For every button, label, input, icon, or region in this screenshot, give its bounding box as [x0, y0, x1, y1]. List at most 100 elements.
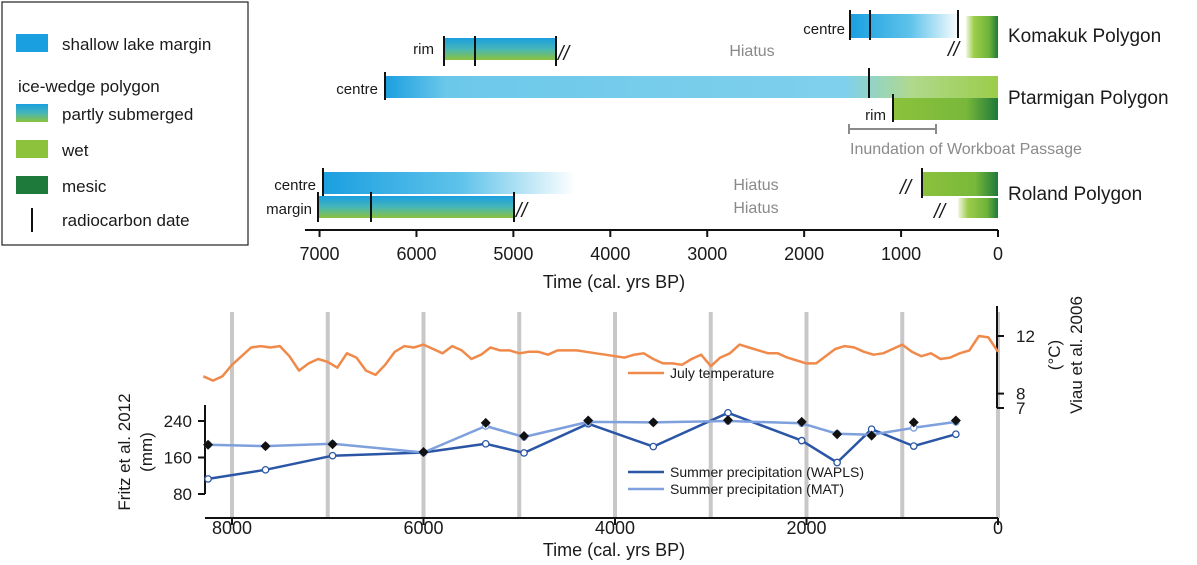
bar-roland-margin: [318, 196, 514, 218]
bottom-x-ticks: 8000 6000 4000 2000 0: [212, 518, 1003, 538]
bar-roland-centre-lake: [323, 172, 575, 194]
vertical-grid: [230, 312, 1000, 518]
site-label-ptarmigan: Ptarmigan Polygon: [1008, 88, 1169, 109]
bottom-x-tick-label: 8000: [212, 518, 252, 538]
timeline-x-tick-label: 2000: [784, 244, 824, 264]
point-wapls: [481, 439, 490, 448]
bar-roland-margin-wet: [958, 198, 998, 218]
left-y-axis-label-1: Fritz et al. 2012: [115, 393, 134, 510]
legend-wapls: Summer precipitation (WAPLS): [670, 464, 864, 480]
roland-centre-label: centre: [274, 177, 316, 194]
marker-diamond: [950, 415, 961, 426]
marker-diamond: [480, 417, 491, 428]
marker-diamond: [908, 417, 919, 428]
bottom-x-tick-label: 6000: [403, 518, 443, 538]
legend-mat: Summer precipitation (MAT): [670, 481, 844, 497]
ptarmigan-hiatus-slash: //: [556, 43, 572, 65]
legend-label-submerged: partly submerged: [62, 105, 193, 124]
marker-diamond: [722, 415, 733, 426]
point-wapls: [261, 465, 270, 474]
roland-hiatus-slash: //: [514, 200, 530, 222]
left-y-tick-label: 240: [164, 412, 192, 431]
right-y-ticks: 78 12: [997, 327, 1035, 418]
legend: shallow lake margin ice-wedge polygon pa…: [1, 1, 249, 246]
series-layer: [202, 334, 1000, 483]
right-y-axis-label-2: (°C): [1045, 340, 1064, 370]
left-y-tick-label: 160: [164, 449, 192, 468]
right-y-tick-label: 7: [1016, 399, 1025, 418]
timeline-x-tick-label: 1000: [881, 244, 921, 264]
right-y-tick-label: 12: [1016, 327, 1035, 346]
bar-roland-centre-wet: [922, 172, 998, 196]
marker-diamond: [327, 439, 338, 450]
legend-swatch-lake: [16, 34, 48, 52]
point-wapls: [520, 449, 528, 457]
bottom-x-axis-label: Time (cal. yrs BP): [543, 540, 685, 560]
timeline-x-tick-label: 5000: [493, 244, 533, 264]
marker-diamond: [418, 447, 429, 458]
legend-swatch-mesic: [16, 176, 48, 194]
right-y-axis-label-1: Viau et al. 2006: [1067, 296, 1086, 414]
legend-label-mesic: mesic: [62, 177, 107, 196]
point-wapls: [909, 442, 918, 450]
timeline-x-tick-label: 7000: [300, 244, 340, 264]
marker-diamond: [583, 415, 594, 426]
hiatus-label-ptarmigan: Hiatus: [729, 43, 774, 60]
point-wapls: [724, 408, 732, 417]
bar-ptarmigan-rim: [444, 38, 556, 60]
point-wapls: [833, 458, 841, 467]
bar-komakuk-wet: [966, 16, 998, 58]
left-y-ticks: 80 160 240: [164, 412, 205, 504]
komakuk-centre-label: centre: [803, 21, 845, 38]
komakuk-hiatus-slash: //: [946, 39, 962, 61]
site-label-komakuk: Komakuk Polygon: [1008, 26, 1161, 47]
bottom-x-tick-label: 2000: [786, 518, 826, 538]
marker-diamond: [648, 417, 659, 428]
timeline-x-tick-label: 3000: [687, 244, 727, 264]
left-y-tick-label: 80: [173, 485, 192, 504]
inundation-label: Inundation of Workboat Passage: [850, 141, 1082, 158]
point-wapls: [952, 430, 960, 439]
series-line-mat: [208, 419, 957, 454]
point-wapls: [204, 475, 212, 483]
legend-label-radiocarbon: radiocarbon date: [62, 211, 190, 230]
point-wapls: [797, 436, 806, 445]
hiatus-label-roland-margin: Hiatus: [733, 200, 778, 217]
legend-swatch-wet: [16, 140, 48, 158]
marker-diamond: [796, 416, 807, 427]
legend-label-lake: shallow lake margin: [62, 35, 211, 54]
legend-swatch-submerged: [16, 104, 48, 122]
timeline-panel: // centre Komakuk Polygon // rim Hiatus …: [266, 10, 1169, 292]
bar-komakuk-centre-lake: [850, 14, 960, 38]
marker-diamond: [203, 439, 214, 450]
bar-ptarmigan-centre: [385, 76, 998, 98]
bottom-x-tick-label: 0: [993, 518, 1003, 538]
bar-ptarmigan-rim-young: [893, 98, 998, 120]
timeline-x-axis-label: Time (cal. yrs BP): [543, 272, 685, 292]
legend-label-ice-wedge: ice-wedge polygon: [18, 77, 160, 96]
ptarmigan-rim-label: rim: [413, 41, 434, 58]
timeline-x-tick-label: 0: [993, 244, 1003, 264]
marker-diamond: [519, 431, 530, 442]
marker-diamond: [866, 430, 877, 441]
marker-diamond: [260, 441, 271, 452]
ptarmigan-rim-young-label: rim: [865, 107, 886, 124]
point-wapls: [649, 442, 658, 451]
point-wapls: [328, 451, 337, 460]
bottom-x-tick-label: 4000: [595, 518, 635, 538]
marker-diamond: [832, 429, 843, 440]
right-y-tick-label: 8: [1016, 385, 1025, 404]
roland-hiatus-slash: //: [898, 177, 914, 199]
climate-panel: 80 160 240 78 12 8000 6000 4000 2000 0 Fritz et…: [115, 296, 1086, 560]
legend-temperature: July temperature: [670, 365, 774, 381]
series-line-temperature: [202, 334, 1000, 382]
roland-hiatus-slash: //: [932, 201, 948, 223]
hiatus-label-roland-centre: Hiatus: [733, 177, 778, 194]
site-label-roland: Roland Polygon: [1008, 184, 1142, 205]
left-y-axis-label-2: (mm): [137, 432, 156, 472]
inundation-bracket: [848, 124, 937, 134]
ptarmigan-centre-label: centre: [336, 81, 378, 98]
timeline-ticks: 7000 6000 5000 4000 3000 2000 1000 0: [300, 230, 1003, 264]
timeline-x-tick-label: 4000: [590, 244, 630, 264]
